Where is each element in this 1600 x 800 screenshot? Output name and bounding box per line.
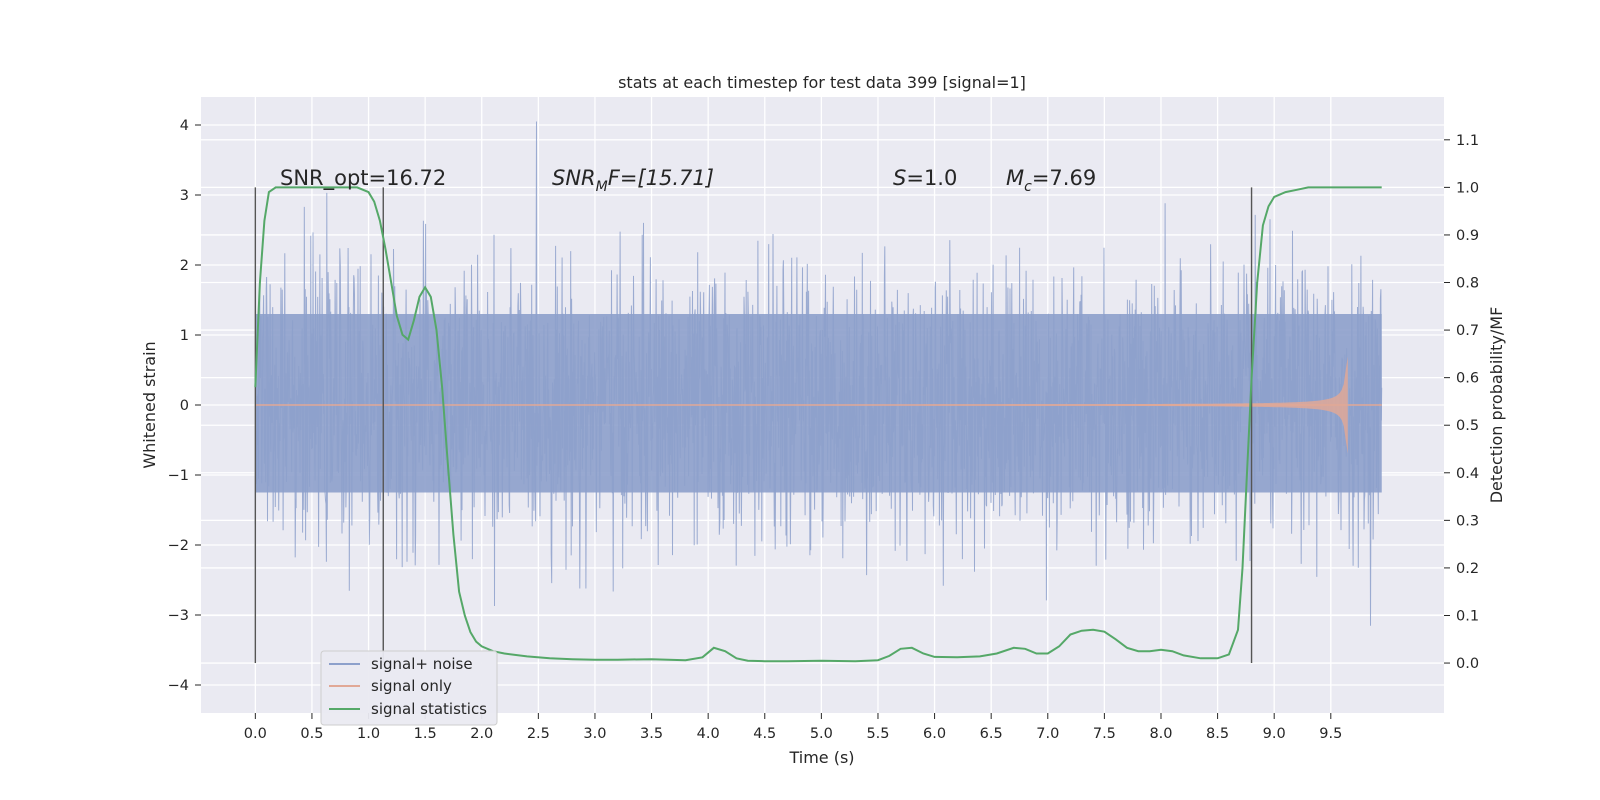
x-tick-label: 4.5 [753, 726, 776, 742]
x-tick-label: 9.0 [1263, 726, 1286, 742]
y2-tick-label: 0.5 [1456, 418, 1479, 434]
annotation-s: S=1.0 [893, 166, 957, 190]
y-tick-label: 4 [180, 118, 189, 134]
x-tick-label: 4.0 [697, 726, 720, 742]
y2-tick-label: 0.2 [1456, 561, 1479, 577]
y-axis-label: Whitened strain [140, 341, 159, 468]
y-tick-label: −2 [168, 538, 189, 554]
chart-title: stats at each timestep for test data 399… [618, 73, 1026, 92]
x-tick-label: 7.5 [1093, 726, 1116, 742]
y2-tick-label: 0.3 [1456, 513, 1479, 529]
y-tick-label: 0 [180, 398, 189, 414]
legend: signal+ noise signal only signal statist… [320, 650, 498, 726]
y-tick-label: 3 [180, 188, 189, 204]
y2-tick-label: 0.1 [1456, 608, 1479, 624]
legend-label-statistics: signal statistics [371, 700, 487, 718]
x-tick-label: 6.0 [923, 726, 946, 742]
x-tick-label: 5.5 [866, 726, 889, 742]
y-tick-label: 2 [180, 258, 189, 274]
x-tick-label: 1.5 [414, 726, 437, 742]
y-tick-label: 1 [180, 328, 189, 344]
y2-tick-label: 1.0 [1456, 180, 1479, 196]
y-tick-label: −3 [168, 608, 189, 624]
y2-tick-label: 0.0 [1456, 656, 1479, 672]
y2-axis-label: Detection probability/MF [1487, 307, 1506, 504]
legend-label-signal: signal only [371, 677, 452, 695]
x-axis-ticks: 0.0 0.5 1.0 1.5 2.0 2.5 3.0 3.5 4.0 4.5 5.0 5.5 6.0 6… [244, 713, 1342, 742]
annotation-snr-opt: SNR_opt=16.72 [280, 166, 446, 191]
x-tick-label: 6.5 [980, 726, 1003, 742]
noise-core-band [255, 314, 1382, 493]
x-tick-label: 5.0 [810, 726, 833, 742]
y2-tick-label: 0.8 [1456, 276, 1479, 292]
y2-axis-ticks: 0.0 0.1 0.2 0.3 0.4 0.5 0.6 0.7 0.8 0.9 1.0 1.1 [1444, 133, 1479, 672]
y2-tick-label: 1.1 [1456, 133, 1479, 149]
x-tick-label: 2.5 [527, 726, 550, 742]
y-axis-ticks: −4 −3 −2 −1 0 1 2 3 4 [168, 118, 201, 694]
statistics-series [254, 186, 1382, 663]
vertical-markers [254, 187, 1253, 664]
y2-tick-label: 0.9 [1456, 228, 1479, 244]
x-tick-label: 2.0 [470, 726, 493, 742]
legend-label-noise: signal+ noise [371, 655, 473, 673]
x-tick-label: 8.0 [1149, 726, 1172, 742]
x-tick-label: 3.5 [640, 726, 663, 742]
annotation-snr-mf: SNRMF=[15.71] [552, 166, 714, 195]
annotation-mc: Mc=7.69 [1006, 166, 1096, 195]
x-tick-label: 0.5 [300, 726, 323, 742]
x-tick-label: 9.5 [1319, 726, 1342, 742]
y2-tick-label: 0.7 [1456, 323, 1479, 339]
x-tick-label: 3.0 [583, 726, 606, 742]
y-tick-label: −1 [168, 468, 189, 484]
x-axis-label: Time (s) [788, 748, 854, 767]
y2-tick-label: 0.4 [1456, 466, 1479, 482]
x-tick-label: 8.5 [1206, 726, 1229, 742]
x-tick-label: 7.0 [1036, 726, 1059, 742]
y2-tick-label: 0.6 [1456, 371, 1479, 387]
legend-box [320, 650, 498, 726]
x-tick-label: 0.0 [244, 726, 267, 742]
statistics-line [254, 186, 1382, 663]
x-tick-label: 1.0 [357, 726, 380, 742]
y-tick-label: −4 [168, 678, 189, 694]
